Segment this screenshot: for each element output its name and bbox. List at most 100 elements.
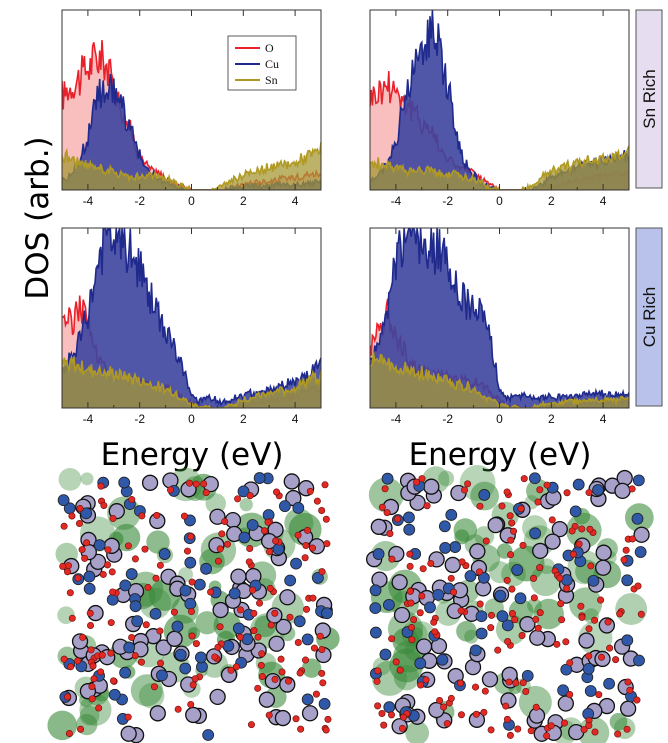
o-atom	[517, 505, 525, 513]
cu-atom	[318, 697, 331, 710]
o-atom	[324, 715, 332, 723]
o-atom	[81, 554, 89, 562]
o-atom	[309, 544, 317, 552]
cu-atom	[125, 568, 138, 580]
o-atom	[322, 515, 330, 523]
sn-atom	[149, 705, 166, 722]
o-atom	[60, 655, 68, 663]
o-atom	[408, 623, 416, 631]
o-atom	[566, 691, 574, 699]
o-atom	[487, 624, 495, 632]
o-atom	[534, 498, 542, 506]
o-atom	[267, 621, 275, 629]
cu-atom	[383, 701, 396, 714]
x-tick-label: -4	[391, 194, 402, 208]
o-atom	[184, 547, 192, 555]
density-blob	[130, 674, 163, 707]
o-atom	[74, 574, 82, 582]
cu-atom	[253, 472, 266, 484]
cu-atom	[603, 677, 616, 690]
o-atom	[378, 503, 386, 511]
o-atom	[237, 606, 245, 614]
o-atom	[422, 676, 430, 684]
o-atom	[575, 540, 583, 548]
x-tick-label: 2	[240, 412, 247, 426]
x-axis-label-left: Energy (eV)	[101, 437, 284, 473]
o-atom	[580, 726, 588, 734]
o-atom	[170, 608, 178, 616]
sn-atom	[258, 691, 276, 708]
cu-atom	[381, 472, 394, 485]
o-atom	[557, 600, 565, 608]
sn-atom	[212, 601, 229, 619]
cu-atom	[200, 562, 212, 575]
density-blob	[80, 472, 94, 486]
x-tick-label: 4	[292, 194, 299, 208]
o-atom	[547, 722, 555, 730]
o-atom	[536, 564, 544, 572]
cu-atom	[232, 622, 245, 635]
cu-atom	[241, 633, 254, 646]
o-atom	[457, 711, 465, 719]
o-atom	[223, 540, 231, 548]
o-atom	[192, 480, 200, 488]
o-atom	[313, 497, 321, 505]
cu-atom	[83, 570, 96, 583]
o-atom	[394, 515, 402, 523]
o-atom	[277, 655, 285, 663]
x-tick-label: 0	[496, 194, 503, 208]
area-sn	[370, 351, 629, 408]
cu-atom	[131, 615, 144, 628]
o-atom	[137, 658, 145, 666]
o-atom	[458, 558, 466, 566]
o-atom	[261, 527, 269, 535]
o-atom	[306, 487, 314, 495]
sn-atom	[391, 574, 408, 591]
sn-atom	[568, 723, 585, 741]
o-atom	[553, 640, 561, 648]
o-atom	[214, 643, 222, 651]
o-atom	[443, 720, 451, 728]
sn-atom	[595, 544, 612, 561]
density-blob	[569, 587, 603, 621]
sn-atom	[532, 542, 549, 560]
o-atom	[150, 683, 158, 691]
o-atom	[417, 681, 425, 689]
row-label-cu-rich-box: Cu Rich	[635, 227, 663, 407]
density-blob	[239, 498, 253, 512]
line-sn	[370, 145, 629, 190]
o-atom	[318, 506, 326, 514]
o-atom	[88, 683, 96, 691]
o-atom	[189, 681, 197, 689]
cu-atom	[369, 626, 382, 639]
o-atom	[187, 533, 195, 541]
sn-atom	[185, 706, 202, 724]
o-atom	[543, 481, 551, 489]
cu-atom	[438, 520, 451, 533]
o-atom	[258, 672, 266, 680]
o-atom	[543, 732, 551, 740]
o-atom	[407, 599, 415, 607]
o-atom	[316, 632, 324, 640]
cu-atom	[57, 494, 70, 507]
o-atom	[265, 711, 273, 719]
o-atom	[247, 721, 255, 729]
o-atom	[508, 519, 516, 527]
cu-atom	[631, 512, 644, 525]
o-atom	[450, 588, 458, 596]
o-atom	[418, 475, 426, 483]
cu-atom	[403, 523, 416, 536]
o-atom	[156, 627, 164, 635]
o-atom	[487, 726, 495, 734]
o-atom	[216, 623, 224, 631]
o-atom	[532, 615, 540, 623]
cu-atom	[634, 546, 647, 558]
cu-atom	[494, 589, 507, 602]
o-atom	[131, 652, 139, 660]
sn-atom	[551, 520, 568, 538]
o-atom	[606, 644, 614, 652]
o-atom	[108, 568, 116, 576]
o-atom	[200, 480, 208, 488]
o-atom	[87, 621, 95, 629]
o-atom	[423, 502, 431, 510]
